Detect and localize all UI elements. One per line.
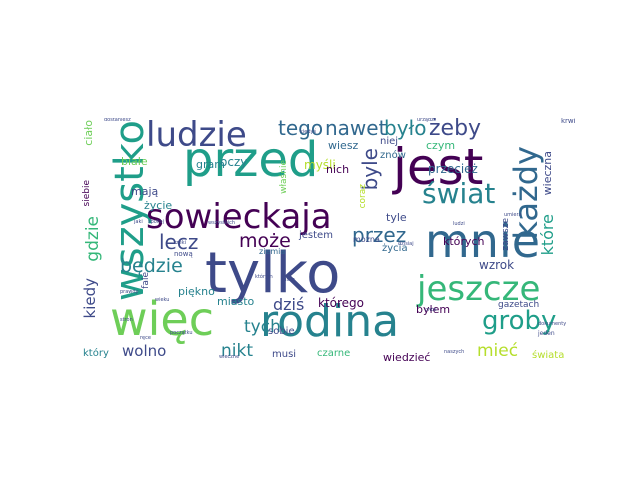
word: życie bbox=[144, 199, 173, 212]
word: tego bbox=[278, 118, 324, 140]
word: jest bbox=[393, 138, 484, 196]
word: spokoj bbox=[148, 219, 165, 225]
word: czarne bbox=[317, 348, 351, 359]
word-cloud: tylko jest przed mnie więc rodina wszyst… bbox=[80, 118, 576, 368]
word: żeby bbox=[429, 118, 482, 141]
word: wieku bbox=[155, 297, 170, 303]
word: życia bbox=[382, 243, 408, 254]
word: dokumenty bbox=[538, 321, 567, 327]
word: właśnie bbox=[279, 160, 289, 194]
word: oczy bbox=[220, 155, 248, 169]
word: świat bbox=[422, 177, 496, 210]
word: rodina bbox=[260, 296, 400, 347]
word: cnos bbox=[425, 307, 437, 313]
word: byłem bbox=[416, 303, 451, 316]
word: piękno bbox=[178, 285, 215, 298]
word: gazetach bbox=[498, 300, 540, 310]
word: ludzie bbox=[146, 118, 247, 155]
word: zawsze bbox=[501, 218, 511, 251]
word: prawdy bbox=[120, 289, 139, 295]
word: wieczne bbox=[219, 354, 240, 360]
word: mnie bbox=[425, 214, 541, 268]
word: przed bbox=[183, 132, 319, 188]
word: początku bbox=[170, 330, 193, 336]
word: umiera bbox=[504, 212, 522, 218]
word: niej bbox=[380, 136, 399, 147]
word: jaki bbox=[134, 219, 143, 225]
word: miasto bbox=[217, 295, 255, 308]
word: czym bbox=[426, 139, 456, 152]
word: przecież bbox=[428, 162, 478, 176]
word: który bbox=[83, 348, 109, 359]
word: siebie bbox=[82, 180, 92, 207]
word: tyle bbox=[386, 211, 407, 224]
word: jeden bbox=[538, 330, 555, 337]
word: jeszcze bbox=[417, 269, 541, 309]
word: można bbox=[353, 235, 380, 244]
word: rzeki bbox=[174, 240, 187, 246]
word: myśli bbox=[304, 158, 336, 172]
word: kiedy bbox=[81, 278, 99, 319]
word: groby bbox=[482, 306, 557, 336]
word: których bbox=[443, 235, 485, 248]
word: fale bbox=[141, 272, 151, 289]
word: które bbox=[538, 214, 557, 256]
word: przez bbox=[352, 223, 407, 247]
word: wolno bbox=[122, 342, 167, 360]
word: wieczna bbox=[541, 151, 554, 196]
word: wiesz bbox=[328, 139, 359, 152]
word: tych bbox=[244, 317, 281, 337]
word: mają bbox=[131, 185, 159, 198]
word: dzisiaj bbox=[398, 241, 414, 247]
word: pisze bbox=[282, 277, 295, 283]
word: wszystkich bbox=[208, 220, 236, 226]
word: świata bbox=[532, 350, 565, 361]
word: coraz bbox=[358, 184, 368, 209]
word: krwi bbox=[561, 118, 576, 125]
word: mieć bbox=[477, 341, 519, 361]
word: lecz bbox=[159, 230, 199, 254]
word: było bbox=[384, 118, 427, 140]
word: znów bbox=[380, 150, 406, 161]
word: więc bbox=[110, 292, 214, 346]
word: musi bbox=[272, 349, 297, 360]
word: może bbox=[239, 230, 291, 252]
word: nową bbox=[174, 250, 193, 258]
word: dostaniesz bbox=[104, 118, 131, 123]
word: ludzi bbox=[453, 221, 465, 227]
word: wiedzieć bbox=[383, 351, 431, 364]
word: dziś bbox=[273, 295, 305, 314]
word: urządz bbox=[417, 118, 434, 123]
word: nawet bbox=[325, 118, 387, 140]
word: białe bbox=[121, 155, 148, 168]
word: nikt bbox=[221, 341, 254, 361]
word: gram bbox=[196, 158, 225, 171]
word: ręce bbox=[140, 335, 151, 341]
word: wzrok bbox=[479, 258, 515, 272]
word: naszych bbox=[444, 349, 465, 355]
word: tylko bbox=[205, 241, 341, 306]
word: sowieckaja bbox=[146, 197, 332, 237]
word: będzie bbox=[120, 255, 183, 277]
word: jestem bbox=[299, 230, 333, 241]
word: nich bbox=[326, 163, 350, 176]
word: którego bbox=[318, 296, 365, 310]
word: ziemia bbox=[259, 247, 286, 256]
word: kiedyś bbox=[300, 129, 317, 135]
word: gdzie bbox=[83, 216, 103, 262]
word: stron bbox=[120, 317, 133, 323]
word: ciało bbox=[82, 120, 95, 146]
word: sobie bbox=[268, 326, 295, 337]
word: którym bbox=[255, 274, 273, 280]
